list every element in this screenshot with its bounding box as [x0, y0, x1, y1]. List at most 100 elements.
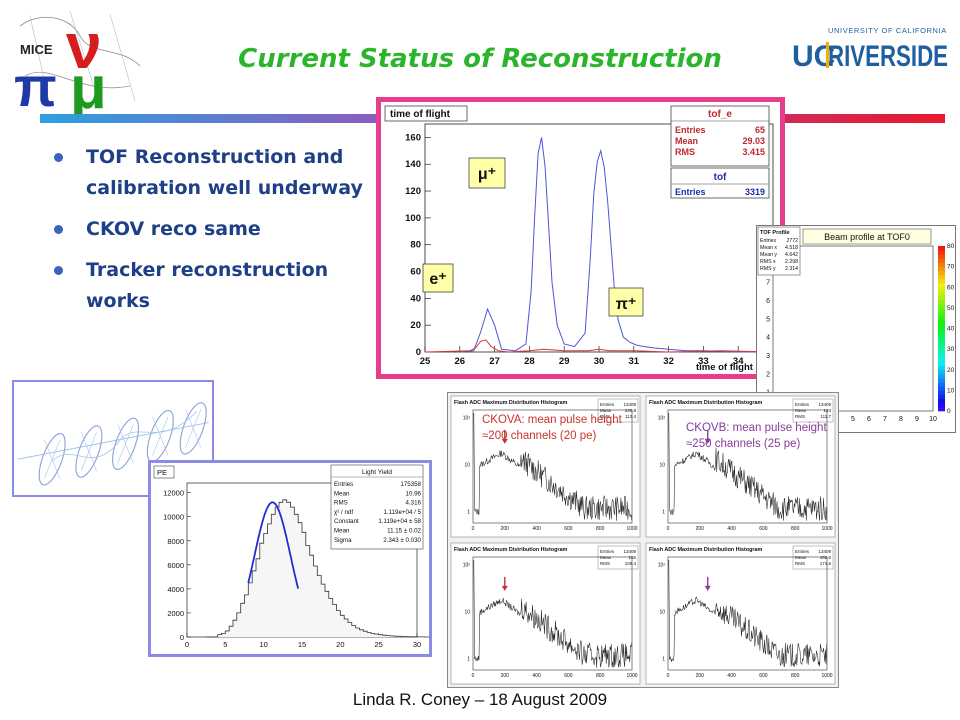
tof-e-stat-value: 3.415: [742, 147, 765, 157]
ckov-y-tick-label: 10: [464, 610, 470, 616]
light-yield-histogram: PE 0 5 10 15 20 25 30 0 2000 4000 6000 8000 10000 120…: [153, 464, 433, 649]
beam-palette-tick-label: 10: [947, 387, 955, 394]
tof-y-tick-label: 80: [410, 240, 421, 251]
beam-palette-tick-label: 50: [947, 305, 955, 312]
ckov-x-tick-label: 200: [501, 673, 510, 679]
beam-profile-heatmap: 012345678910012345678 01020304050607080 …: [757, 226, 955, 423]
ly-histogram-steps: [206, 499, 433, 638]
tracker-station-ellipse: [179, 402, 207, 455]
ckov-stat-label: Entries: [600, 549, 615, 554]
tof-e-stat-label: Entries: [675, 125, 706, 135]
bullet-text: TOF Reconstruction and calibration well …: [86, 146, 363, 199]
ckov-adc-frame: Flash ADC Maximum Distribution Histogram…: [447, 392, 839, 688]
beam-x-tick-label: 5: [851, 416, 855, 423]
ckova-annotation-line2: ≈200 channels (20 pe): [482, 430, 597, 442]
ckov-x-tick-label: 0: [472, 526, 475, 532]
tof-x-tick-label: 34: [733, 356, 744, 367]
ckov-panel-title: Flash ADC Maximum Distribution Histogram: [649, 400, 763, 406]
ly-stat-label: Entries: [334, 481, 353, 488]
tof-x-tick-label: 30: [594, 356, 605, 367]
ckov-peak-arrowhead: [704, 438, 711, 444]
beam-stat-label: Mean x: [760, 245, 777, 251]
ucr-small-text: UNIVERSITY OF CALIFORNIA: [828, 26, 947, 35]
ckov-y-tick-label: 1: [662, 657, 665, 663]
beam-palette-step: [938, 287, 945, 292]
ckov-y-tick-label: 10²: [658, 415, 666, 421]
bullet-list: TOF Reconstruction and calibration well …: [48, 142, 378, 327]
ckov-stat-label: Mean: [795, 555, 807, 560]
ly-y-tick-label: 12000: [163, 489, 184, 498]
ckov-stat-value: 155: [628, 555, 636, 560]
beam-stat-value: 2772: [786, 238, 798, 244]
beam-stat-value: 4.518: [785, 245, 798, 251]
ckov-x-tick-label: 400: [532, 673, 541, 679]
beam-palette-step: [938, 299, 945, 305]
pe-label: PE: [157, 468, 167, 477]
bullet-text: Tracker reconstruction works: [86, 259, 329, 312]
beam-y-tick-label: 4: [766, 335, 770, 342]
ckov-plot-area: [472, 409, 633, 524]
beam-stat-value: 4.642: [785, 252, 798, 258]
beam-palette-step: [938, 340, 945, 346]
beam-palette-step: [938, 345, 945, 350]
tof-y-tick-label: 160: [405, 132, 421, 143]
beam-palette-step: [938, 295, 945, 300]
pi-symbol: π: [14, 55, 57, 114]
slide-footer: Linda R. Coney – 18 August 2009: [352, 690, 608, 709]
ly-stat-label: Constant: [334, 518, 359, 525]
beam-palette-step: [938, 382, 945, 387]
ly-y-tick-label: 10000: [163, 513, 184, 522]
ckov-x-tick-label: 200: [501, 526, 510, 532]
ckov-x-tick-label: 400: [727, 526, 736, 532]
mu-symbol: μ: [70, 54, 107, 114]
tof-x-tick-label: 27: [489, 356, 500, 367]
ckov-x-tick-label: 1000: [821, 526, 832, 532]
ckov-peak-arrowhead: [501, 438, 508, 444]
ucr-main-text: RIVERSIDE: [828, 40, 948, 73]
ckov-stat-label: RMS: [600, 414, 610, 419]
tof-e-stats-title: tof_e: [708, 109, 732, 120]
beam-palette-step: [938, 303, 945, 309]
ly-stat-label: Sigma: [334, 537, 352, 544]
ckova-annotation-line1: CKOVA: mean pulse height: [482, 414, 623, 426]
ckov-stats-box: [597, 545, 639, 570]
beam-palette-step: [938, 246, 945, 251]
beam-palette-step: [938, 324, 945, 329]
tof-y-tick-label: 100: [405, 213, 421, 224]
beam-stats-title: TOF Profile: [760, 230, 790, 236]
beam-palette-step: [938, 394, 945, 399]
tof-series-line: [459, 137, 773, 353]
beam-y-tick-label: 3: [766, 353, 770, 360]
bullet-item: CKOV reco same: [48, 214, 378, 245]
ckov-plot-area: [667, 409, 828, 524]
beam-palette-step: [938, 402, 945, 408]
ckovb-annotation-line1: CKOVB: mean pulse height: [686, 422, 827, 434]
ckov-stat-label: RMS: [795, 561, 805, 566]
ly-stats-title: Light Yield: [362, 469, 392, 476]
ckov-stat-label: Entries: [795, 402, 810, 407]
tof-e-stat-value: 29.03: [742, 136, 765, 146]
tracker-station-spoke: [185, 408, 202, 448]
ly-stat-label: RMS: [334, 500, 348, 507]
ckov-x-tick-label: 200: [696, 673, 705, 679]
beam-palette-tick-label: 80: [947, 243, 955, 250]
ckov-stat-label: Entries: [795, 549, 810, 554]
beam-palette-tick-label: 70: [947, 264, 955, 271]
ckov-y-tick-label: 10²: [658, 562, 666, 568]
beam-palette-step: [938, 258, 945, 263]
bullet-icon: [54, 225, 63, 234]
ckov-panel-title: Flash ADC Maximum Distribution Histogram: [454, 547, 568, 553]
tof-x-tick-label: 32: [663, 356, 674, 367]
beam-palette-step: [938, 312, 945, 317]
ckov-panel-title: Flash ADC Maximum Distribution Histogram: [649, 547, 763, 553]
beam-stat-value: 2.298: [785, 259, 798, 265]
beam-palette-tick-label: 40: [947, 326, 955, 333]
ly-y-tick-label: 2000: [167, 609, 184, 618]
ly-x-tick-label: 0: [185, 640, 189, 649]
ly-x-tick-label: 30: [413, 640, 421, 649]
ckov-y-tick-label: 10²: [463, 415, 471, 421]
ckov-x-tick-label: 600: [564, 526, 573, 532]
e-plus-label: e⁺: [429, 271, 446, 288]
ckov-y-tick-label: 10: [464, 463, 470, 469]
beam-palette-step: [938, 262, 945, 267]
